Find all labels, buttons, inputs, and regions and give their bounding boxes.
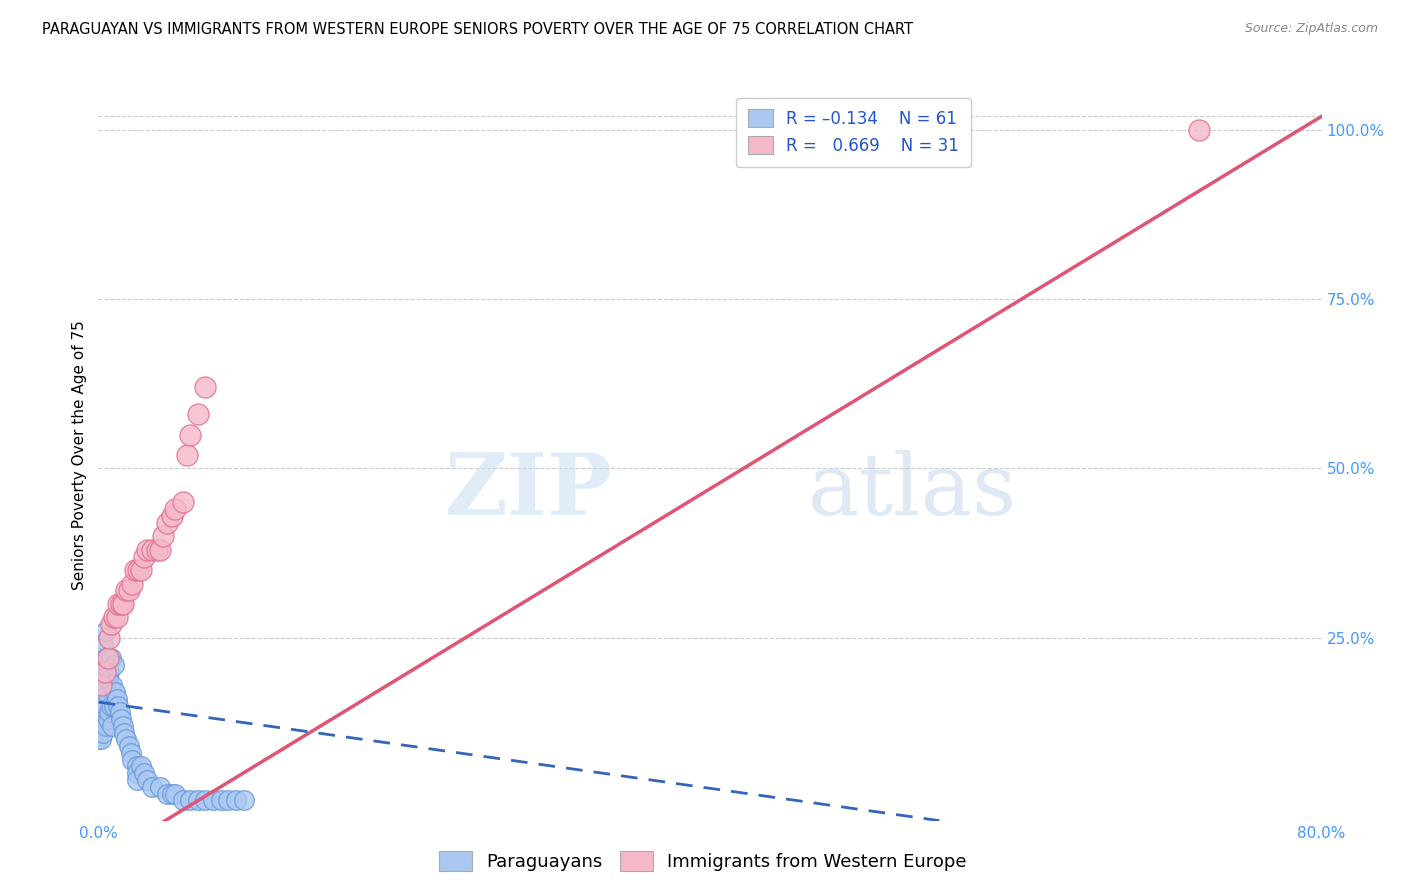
Point — [134, 549, 156, 564]
Point — [136, 772, 159, 787]
Point — [163, 787, 186, 801]
Point — [187, 793, 209, 807]
Point — [105, 691, 128, 706]
Point — [90, 706, 112, 720]
Point — [94, 624, 117, 638]
Point — [91, 678, 114, 692]
Point — [176, 448, 198, 462]
Point — [97, 672, 120, 686]
Point — [120, 746, 142, 760]
Point — [101, 678, 124, 692]
Text: Source: ZipAtlas.com: Source: ZipAtlas.com — [1244, 22, 1378, 36]
Point — [125, 759, 148, 773]
Point — [179, 427, 201, 442]
Point — [111, 597, 134, 611]
Point — [90, 732, 112, 747]
Point — [93, 665, 115, 679]
Point — [93, 712, 115, 726]
Point — [90, 678, 112, 692]
Point — [129, 759, 152, 773]
Point — [141, 542, 163, 557]
Point — [104, 685, 127, 699]
Point — [110, 712, 132, 726]
Legend: Paraguayans, Immigrants from Western Europe: Paraguayans, Immigrants from Western Eur… — [432, 844, 974, 879]
Point — [94, 651, 117, 665]
Point — [108, 706, 131, 720]
Point — [194, 793, 217, 807]
Point — [125, 766, 148, 780]
Point — [91, 725, 114, 739]
Point — [101, 719, 124, 733]
Point — [100, 651, 122, 665]
Point — [202, 793, 225, 807]
Point — [145, 542, 167, 557]
Point — [89, 719, 111, 733]
Point — [98, 706, 121, 720]
Point — [136, 542, 159, 557]
Point — [232, 793, 254, 807]
Point — [156, 787, 179, 801]
Point — [149, 780, 172, 794]
Point — [217, 793, 239, 807]
Legend: R = –0.134    N = 61, R =   0.669    N = 31: R = –0.134 N = 61, R = 0.669 N = 31 — [737, 97, 970, 167]
Point — [156, 516, 179, 530]
Point — [112, 725, 135, 739]
Point — [87, 678, 110, 692]
Point — [110, 597, 132, 611]
Point — [1188, 123, 1211, 137]
Point — [121, 576, 143, 591]
Point — [107, 597, 129, 611]
Point — [163, 502, 186, 516]
Point — [125, 772, 148, 787]
Text: ZIP: ZIP — [444, 450, 612, 533]
Y-axis label: Seniors Poverty Over the Age of 75: Seniors Poverty Over the Age of 75 — [72, 320, 87, 590]
Point — [103, 610, 125, 624]
Point — [121, 753, 143, 767]
Point — [160, 787, 183, 801]
Point — [98, 665, 121, 679]
Point — [141, 780, 163, 794]
Point — [100, 617, 122, 632]
Point — [127, 563, 149, 577]
Point — [172, 495, 194, 509]
Point — [91, 638, 114, 652]
Point — [118, 739, 141, 753]
Point — [93, 657, 115, 672]
Point — [115, 732, 138, 747]
Point — [87, 698, 110, 713]
Point — [90, 672, 112, 686]
Point — [172, 793, 194, 807]
Point — [187, 407, 209, 421]
Point — [194, 380, 217, 394]
Point — [118, 583, 141, 598]
Point — [209, 793, 232, 807]
Point — [98, 631, 121, 645]
Text: atlas: atlas — [808, 450, 1017, 533]
Point — [103, 698, 125, 713]
Point — [100, 698, 122, 713]
Text: PARAGUAYAN VS IMMIGRANTS FROM WESTERN EUROPE SENIORS POVERTY OVER THE AGE OF 75 : PARAGUAYAN VS IMMIGRANTS FROM WESTERN EU… — [42, 22, 912, 37]
Point — [152, 529, 174, 543]
Point — [97, 712, 120, 726]
Point — [91, 698, 114, 713]
Point — [115, 583, 138, 598]
Point — [111, 719, 134, 733]
Point — [124, 563, 146, 577]
Point — [94, 719, 117, 733]
Point — [179, 793, 201, 807]
Point — [107, 698, 129, 713]
Point — [89, 691, 111, 706]
Point — [160, 508, 183, 523]
Point — [87, 732, 110, 747]
Point — [129, 563, 152, 577]
Point — [225, 793, 247, 807]
Point — [105, 610, 128, 624]
Point — [103, 657, 125, 672]
Point — [134, 766, 156, 780]
Point — [149, 542, 172, 557]
Point — [87, 651, 110, 665]
Point — [97, 651, 120, 665]
Point — [89, 665, 111, 679]
Point — [94, 685, 117, 699]
